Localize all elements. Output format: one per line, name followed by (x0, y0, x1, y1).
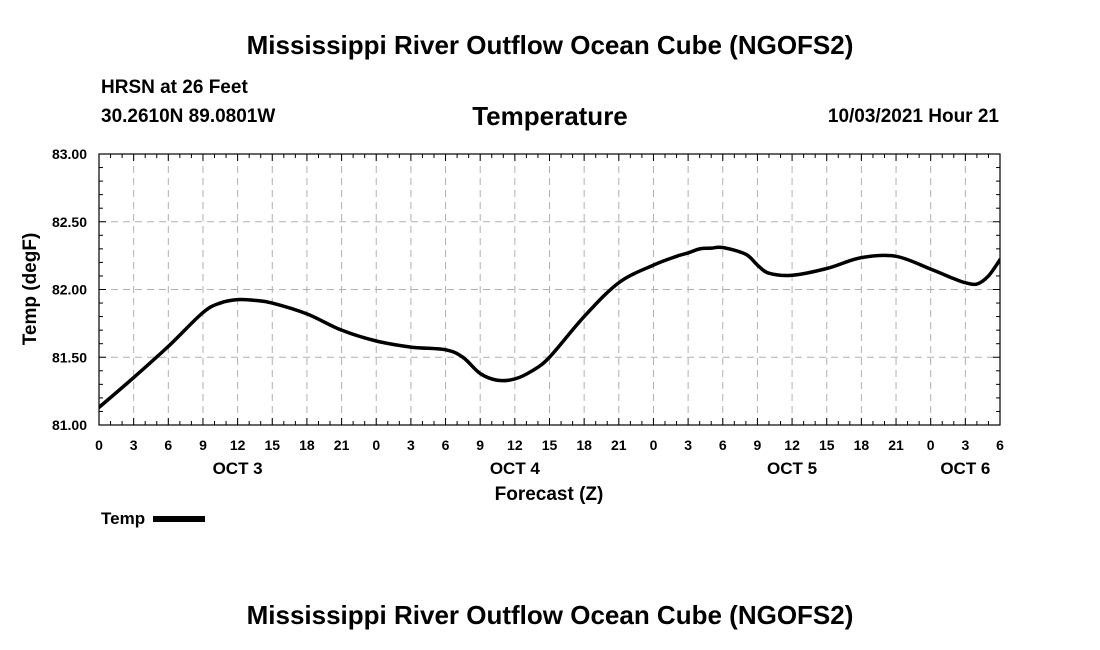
coordinates-label: 30.2610N 89.0801W (101, 106, 276, 127)
x-tick-label: 0 (372, 437, 380, 453)
x-tick-label: 21 (611, 437, 627, 453)
x-tick-label: 21 (334, 437, 350, 453)
x-tick-label: 9 (476, 437, 484, 453)
variable-title: Temperature (472, 101, 628, 131)
y-tick-label: 81.00 (52, 417, 87, 433)
plot-frame (98, 153, 1001, 426)
y-tick-label: 83.00 (52, 146, 87, 162)
y-tick-label: 82.00 (52, 282, 87, 298)
day-label: OCT 4 (490, 459, 541, 478)
x-axis-label: Forecast (Z) (495, 484, 604, 505)
day-label: OCT 3 (213, 459, 263, 478)
x-tick-label: 18 (299, 437, 315, 453)
x-tick-label: 18 (854, 437, 870, 453)
x-tick-label: 3 (407, 437, 415, 453)
x-tick-label: 3 (684, 437, 692, 453)
x-tick-label: 12 (784, 437, 800, 453)
x-tick-label: 6 (164, 437, 172, 453)
x-tick-label: 0 (927, 437, 935, 453)
x-tick-label: 9 (754, 437, 762, 453)
legend-label: Temp (101, 509, 146, 528)
x-tick-label: 21 (888, 437, 904, 453)
x-tick-label: 15 (542, 437, 558, 453)
station-label: HRSN at 26 Feet (101, 77, 248, 98)
chart-main-title: Mississippi River Outflow Ocean Cube (NG… (246, 30, 854, 60)
x-tick-label: 12 (230, 437, 246, 453)
x-tick-label: 3 (130, 437, 138, 453)
axis-labels: 0 3 6 9 12 15 18 21 0 3 6 9 12 15 18 21 0 3 6 9 12 15 18 21 0 3 6 8… (52, 146, 1004, 478)
y-tick-label: 82.50 (52, 214, 87, 230)
x-tick-label: 15 (264, 437, 280, 453)
x-tick-label: 6 (996, 437, 1004, 453)
datetime-label: 10/03/2021 Hour 21 (827, 106, 999, 127)
legend: Temp (101, 509, 206, 529)
temp-series-line (99, 245, 1000, 410)
x-tick-label: 0 (650, 437, 658, 453)
x-tick-label: 12 (507, 437, 523, 453)
x-tick-label: 3 (961, 437, 969, 453)
y-axis-label: Temp (degF) (20, 233, 41, 346)
legend-swatch (153, 516, 206, 522)
grid (99, 154, 1000, 425)
footer-title: Mississippi River Outflow Ocean Cube (NG… (246, 600, 854, 630)
day-label: OCT 6 (940, 459, 990, 478)
x-tick-label: 0 (95, 437, 103, 453)
x-tick-label: 15 (819, 437, 835, 453)
x-tick-label: 6 (442, 437, 450, 453)
x-tick-label: 6 (719, 437, 727, 453)
day-label: OCT 5 (767, 459, 817, 478)
x-tick-label: 9 (199, 437, 207, 453)
y-tick-label: 81.50 (52, 349, 87, 365)
x-tick-label: 18 (576, 437, 592, 453)
